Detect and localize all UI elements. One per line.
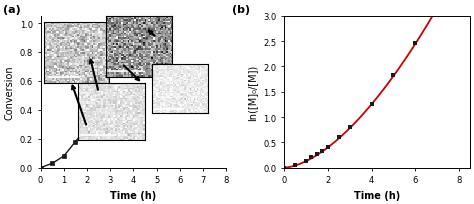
Point: [308, 156, 315, 159]
Point: [291, 164, 299, 167]
Point: [346, 126, 354, 129]
Y-axis label: Conversion: Conversion: [4, 65, 14, 120]
X-axis label: Time (h): Time (h): [110, 190, 156, 200]
Text: (a): (a): [3, 5, 21, 14]
Point: [313, 153, 321, 156]
Point: [324, 146, 332, 149]
Point: [390, 74, 397, 77]
Text: (b): (b): [232, 5, 250, 14]
Point: [335, 136, 343, 139]
Point: [411, 42, 419, 45]
Point: [302, 159, 310, 163]
Y-axis label: ln([M]₀/[M]): ln([M]₀/[M]): [248, 64, 258, 120]
X-axis label: Time (h): Time (h): [354, 190, 400, 200]
Point: [280, 166, 288, 170]
Point: [433, 8, 441, 11]
Point: [319, 150, 326, 153]
Point: [368, 103, 375, 106]
